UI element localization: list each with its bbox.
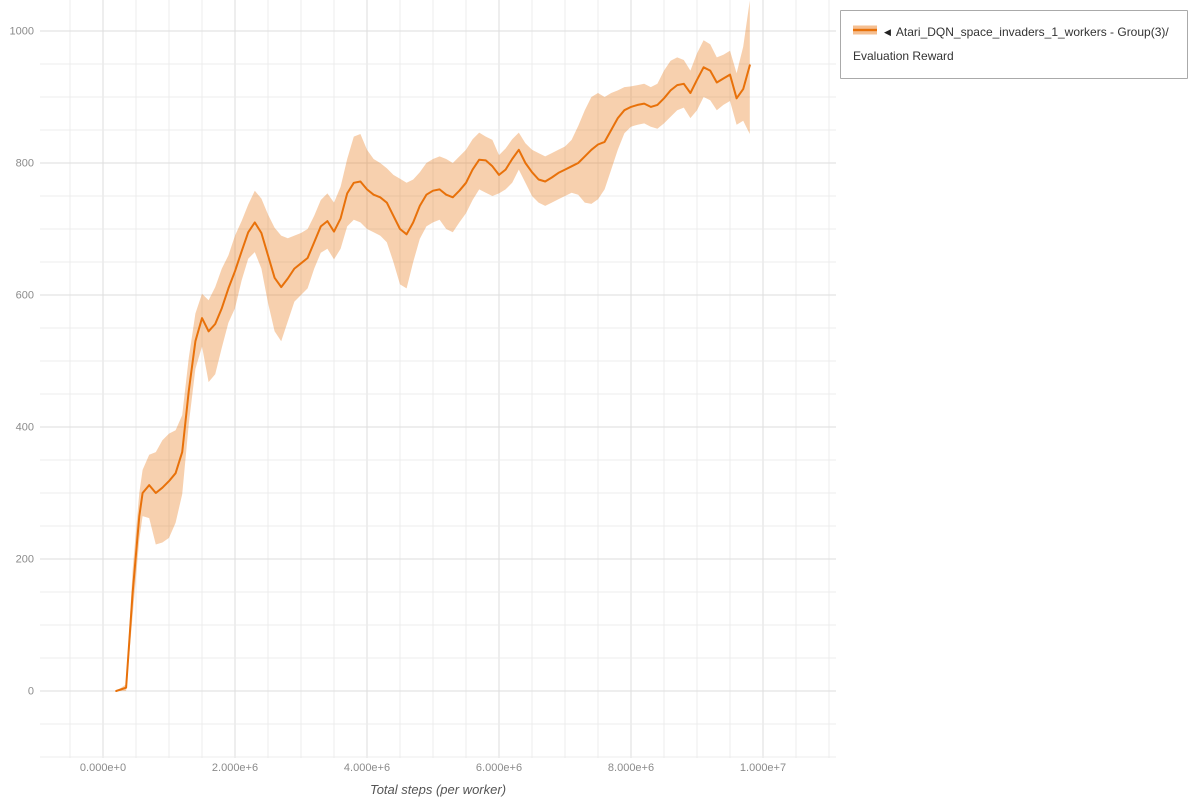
y-axis-tick-label: 200 (16, 554, 34, 566)
confidence-band (116, 0, 750, 692)
grid-lines (40, 0, 836, 758)
legend: ◀ Atari_DQN_space_invaders_1_workers - Gr… (840, 10, 1188, 79)
series-swatch-icon (853, 21, 877, 44)
x-axis-tick-label: 1.000e+7 (740, 762, 786, 774)
legend-series-label: Atari_DQN_space_invaders_1_workers - Gro… (853, 25, 1169, 63)
x-axis-title: Total steps (per worker) (369, 782, 507, 797)
x-axis-tick-label: 8.000e+6 (608, 762, 654, 774)
y-axis-tick-label: 800 (16, 158, 34, 170)
mean-line (115, 64, 751, 692)
legend-item[interactable]: ◀ Atari_DQN_space_invaders_1_workers - Gr… (853, 25, 1169, 63)
x-axis-tick-label: 4.000e+6 (344, 762, 390, 774)
y-axis-tick-label: 1000 (10, 26, 34, 38)
x-axis-tick-label: 2.000e+6 (212, 762, 258, 774)
axis-tick-labels: 0.000e+0 2.000e+6 4.000e+6 6.000e+6 8.000e+6… (10, 26, 787, 775)
collapse-triangle-icon: ◀ (884, 27, 891, 37)
x-axis-tick-label: 6.000e+6 (476, 762, 522, 774)
x-axis-tick-label: 0.000e+0 (80, 762, 126, 774)
y-axis-tick-label: 0 (28, 686, 34, 698)
y-axis-tick-label: 400 (16, 422, 34, 434)
y-axis-tick-label: 600 (16, 290, 34, 302)
